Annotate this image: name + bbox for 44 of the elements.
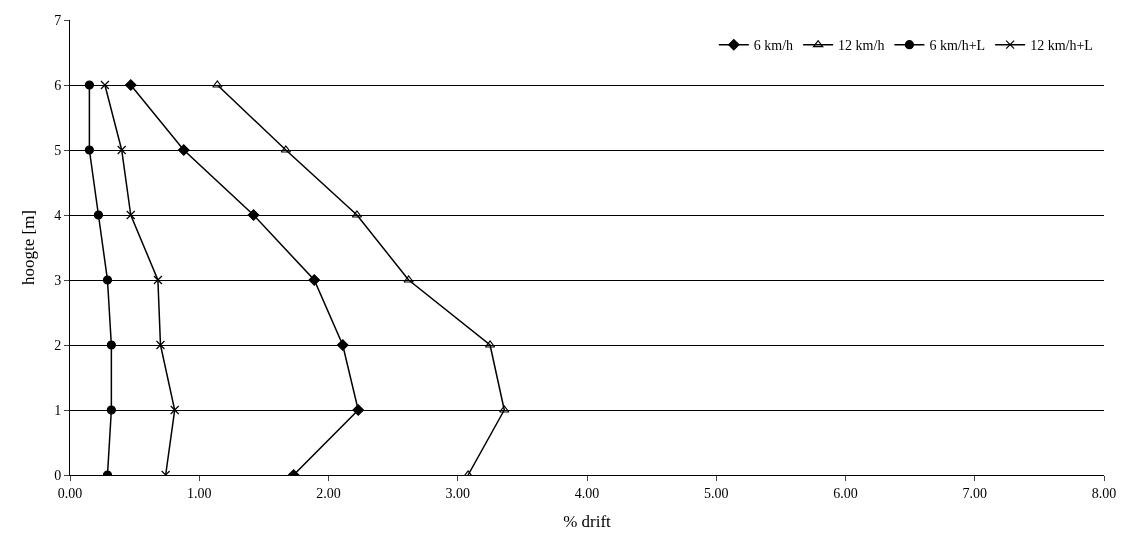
y-tick-label: 7	[54, 12, 62, 28]
point	[106, 340, 116, 350]
point	[352, 404, 365, 416]
legend-label: 6 km/h+L	[929, 38, 986, 54]
point	[336, 339, 349, 351]
point	[153, 275, 163, 285]
point	[117, 145, 127, 155]
y-tick-label: 6	[54, 77, 62, 93]
point	[106, 405, 116, 415]
legend-label: 6 km/h	[753, 38, 794, 54]
y-tick-label: 2	[54, 337, 62, 353]
point	[247, 209, 260, 221]
y-tick-label: 1	[54, 402, 62, 418]
point	[170, 405, 180, 415]
point	[155, 340, 166, 350]
x-tick-label: 1.00	[187, 485, 212, 501]
point	[93, 210, 104, 220]
x-tick-label: 3.00	[445, 485, 470, 501]
point	[308, 274, 321, 286]
y-tick-label: 0	[54, 467, 62, 483]
x-tick-label: 6.00	[833, 485, 858, 501]
y-tick-label: 3	[54, 272, 62, 288]
legend-label: 12 km/h+L	[1030, 38, 1093, 54]
x-tick-label: 2.00	[316, 485, 341, 501]
y-tick-label: 4	[54, 207, 62, 223]
point	[177, 144, 190, 156]
point	[84, 80, 94, 90]
legend-label: 12 km/h	[838, 38, 885, 54]
x-tick-label: 5.00	[704, 485, 729, 501]
point	[126, 210, 136, 220]
x-tick-label: 7.00	[962, 485, 987, 501]
point	[84, 145, 94, 155]
x-tick-label: 0.00	[57, 485, 83, 501]
x-axis-title: % drift	[563, 512, 612, 532]
point	[403, 275, 414, 283]
point	[102, 275, 113, 285]
y-tick-label: 5	[54, 142, 62, 158]
y-axis-title: hoogte [m]	[18, 209, 38, 286]
x-tick-label: 8.00	[1091, 485, 1117, 501]
point	[212, 80, 223, 88]
point	[124, 79, 137, 91]
point	[499, 405, 510, 413]
x-tick-label: 4.00	[574, 485, 600, 501]
point	[100, 80, 110, 90]
